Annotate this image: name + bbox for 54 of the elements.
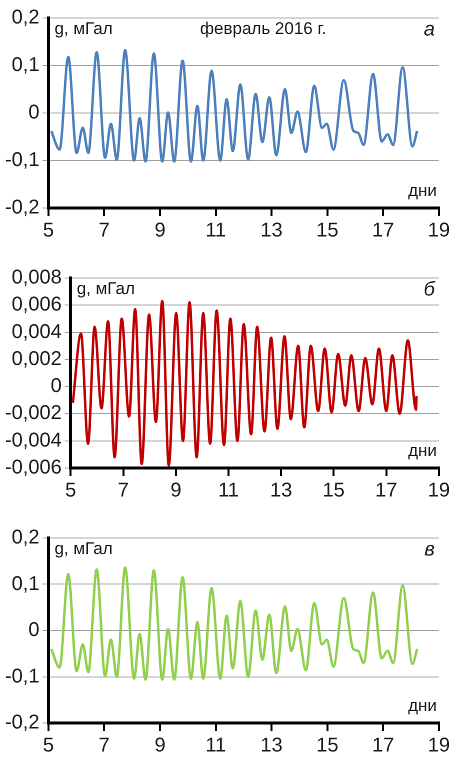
y-tick-label: 0,1 bbox=[12, 54, 40, 76]
x-tick-label: 11 bbox=[218, 480, 239, 502]
y-tick-label: -0,2 bbox=[4, 712, 40, 734]
x-tick-label: 19 bbox=[428, 734, 450, 757]
x-tick-label: 5 bbox=[42, 220, 54, 242]
x-axis-title: дни bbox=[408, 696, 437, 716]
y-tick-label: -0,1 bbox=[4, 665, 40, 688]
y-tick-label: 0 bbox=[28, 102, 40, 124]
x-tick-label: 5 bbox=[65, 480, 76, 502]
x-tick-label: 7 bbox=[98, 734, 110, 757]
x-tick-label: 11 bbox=[205, 734, 226, 757]
y-tick-label: 0,1 bbox=[12, 572, 40, 595]
y-axis-title: g, мГал bbox=[54, 19, 113, 38]
x-tick-label: 17 bbox=[372, 734, 394, 757]
x-axis-title: дни bbox=[408, 441, 437, 460]
y-tick-label: 0,004 bbox=[12, 320, 62, 343]
x-tick-label: 19 bbox=[428, 480, 450, 502]
x-tick-label: 15 bbox=[316, 220, 338, 242]
x-tick-label: 15 bbox=[316, 734, 338, 757]
y-tick-label: -0,002 bbox=[4, 402, 62, 424]
annotation: а bbox=[424, 18, 435, 41]
x-tick-label: 7 bbox=[118, 480, 129, 502]
x-tick-label: 11 bbox=[205, 220, 226, 242]
x-tick-label: 13 bbox=[270, 480, 292, 502]
x-tick-label: 13 bbox=[260, 734, 283, 757]
x-tick-label: 19 bbox=[428, 220, 450, 242]
y-tick-label: 0 bbox=[28, 619, 40, 642]
y-tick-label: 0 bbox=[50, 375, 62, 398]
x-axis-title: дни bbox=[408, 181, 437, 200]
y-tick-label: -0,2 bbox=[4, 196, 40, 219]
y-tick-label: 0,002 bbox=[12, 348, 62, 370]
y-tick-label: -0,004 bbox=[4, 429, 62, 452]
x-tick-label: 7 bbox=[98, 220, 110, 242]
x-tick-label: 5 bbox=[42, 734, 54, 757]
x-tick-label: 9 bbox=[170, 480, 182, 502]
line-series bbox=[50, 566, 418, 681]
y-tick-label: 0,006 bbox=[12, 294, 62, 316]
x-tick-label: 9 bbox=[154, 220, 166, 242]
x-tick-label: 9 bbox=[154, 734, 166, 757]
annotation: в bbox=[424, 538, 435, 561]
x-tick-label: 15 bbox=[322, 480, 345, 502]
y-axis-title: g, мГал bbox=[54, 539, 113, 558]
line-series bbox=[50, 49, 418, 163]
x-tick-label: 17 bbox=[375, 480, 398, 502]
y-tick-label: 0,008 bbox=[12, 266, 62, 289]
y-tick-label: -0,1 bbox=[4, 149, 40, 172]
x-tick-label: 13 bbox=[260, 220, 283, 242]
y-tick-label: -0,006 bbox=[4, 456, 62, 479]
y-axis-title: g, мГал bbox=[76, 279, 135, 298]
x-tick-label: 17 bbox=[372, 220, 394, 242]
y-tick-label: 0,2 bbox=[12, 6, 40, 29]
y-tick-label: 0,2 bbox=[12, 526, 40, 549]
annotation: февраль 2016 г. bbox=[200, 19, 326, 38]
annotation: б bbox=[424, 278, 436, 301]
